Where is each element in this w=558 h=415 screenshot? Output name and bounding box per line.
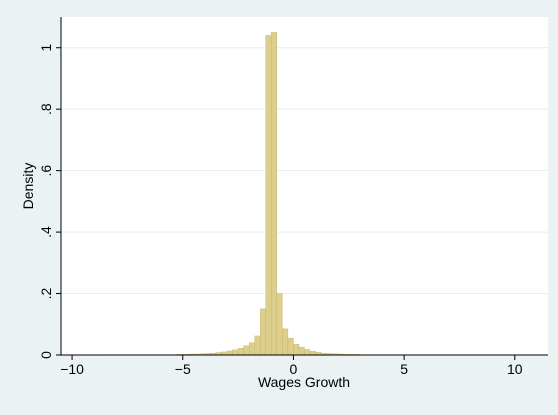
y-tick-label: .4 <box>38 226 54 238</box>
x-tick-label: −5 <box>175 361 191 377</box>
histogram-bar <box>282 329 288 355</box>
y-tick-label: .8 <box>38 103 54 115</box>
x-tick-label: 5 <box>400 361 408 377</box>
histogram-bar <box>277 294 283 355</box>
histogram-bar <box>266 35 272 355</box>
y-tick-label: 0 <box>38 351 54 359</box>
histogram-bar <box>244 346 250 355</box>
histogram-bar <box>260 309 266 355</box>
x-tick-label: 10 <box>507 361 523 377</box>
y-tick-label: 1 <box>38 44 54 52</box>
y-tick-label: .6 <box>38 165 54 177</box>
y-ticks: 0 .2 .4 .6 .8 1 <box>38 44 61 359</box>
histogram-bar <box>227 351 233 355</box>
histogram-bar <box>249 343 255 355</box>
histogram-bar <box>233 350 239 355</box>
y-tick-label: .2 <box>38 287 54 299</box>
plot-area <box>61 17 548 355</box>
y-axis-label: Density <box>20 163 36 210</box>
histogram-bar <box>299 347 305 355</box>
histogram-bar <box>293 344 299 355</box>
histogram-bar <box>288 338 294 355</box>
histogram-bar <box>271 32 277 355</box>
x-tick-label: −10 <box>60 361 84 377</box>
x-axis-label: Wages Growth <box>258 374 350 390</box>
histogram-bar <box>238 348 244 355</box>
histogram-bar <box>305 349 311 355</box>
histogram-bar <box>255 336 261 355</box>
histogram-bar <box>310 351 316 355</box>
